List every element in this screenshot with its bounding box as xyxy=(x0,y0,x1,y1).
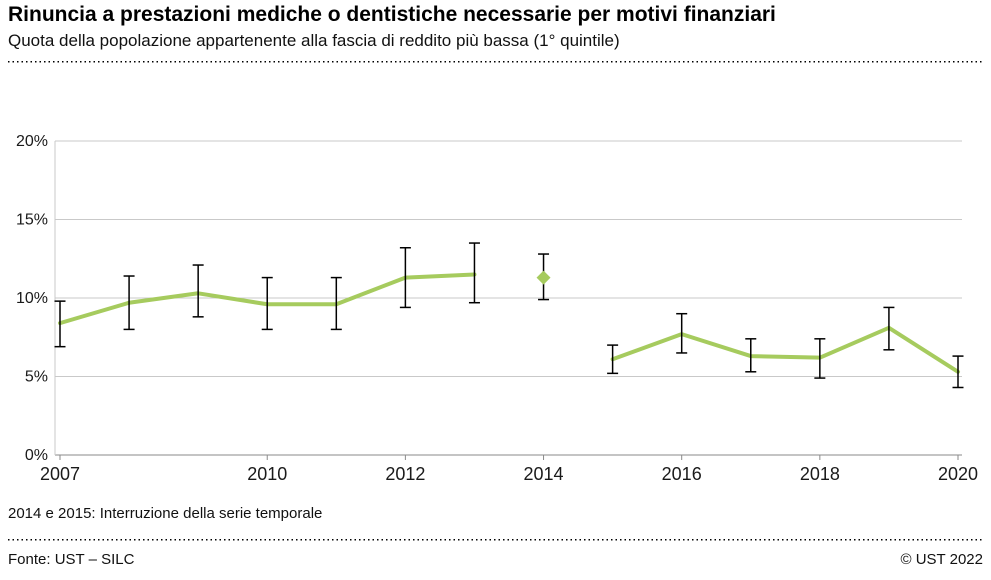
y-tick-label: 5% xyxy=(25,369,48,386)
source-label: Fonte: UST – SILC xyxy=(8,551,135,568)
y-axis-labels: 0% 5% 10% 15% 20% xyxy=(16,133,48,464)
x-tick-label: 2018 xyxy=(800,464,840,484)
y-tick-label: 10% xyxy=(16,290,48,307)
y-tick-label: 20% xyxy=(16,133,48,150)
y-tick-label: 15% xyxy=(16,212,48,229)
x-tick-label: 2016 xyxy=(662,464,702,484)
x-tick-label: 2012 xyxy=(385,464,425,484)
diamond-marker xyxy=(536,270,551,285)
x-tick-label: 2010 xyxy=(247,464,287,484)
page-subtitle: Quota della popolazione appartenente all… xyxy=(8,31,620,50)
page-title: Rinuncia a prestazioni mediche o dentist… xyxy=(8,3,776,26)
bottom-divider xyxy=(8,539,983,541)
series-line xyxy=(610,325,960,374)
x-tick-label: 2007 xyxy=(40,464,80,484)
x-tick-label: 2014 xyxy=(524,464,564,484)
error-bars xyxy=(54,242,964,389)
x-axis-labels: 2007 2010 2012 2014 2016 2018 2020 xyxy=(40,455,978,484)
footer: Fonte: UST – SILC © UST 2022 xyxy=(8,551,983,568)
x-tick-label: 2020 xyxy=(938,464,978,484)
series-lines xyxy=(58,272,960,374)
footnote: 2014 e 2015: Interruzione della serie te… xyxy=(8,505,323,522)
top-divider xyxy=(8,61,983,63)
copyright-label: © UST 2022 xyxy=(900,551,984,568)
y-tick-label: 0% xyxy=(25,447,48,464)
gridlines xyxy=(54,140,962,456)
series-markers xyxy=(536,270,551,285)
